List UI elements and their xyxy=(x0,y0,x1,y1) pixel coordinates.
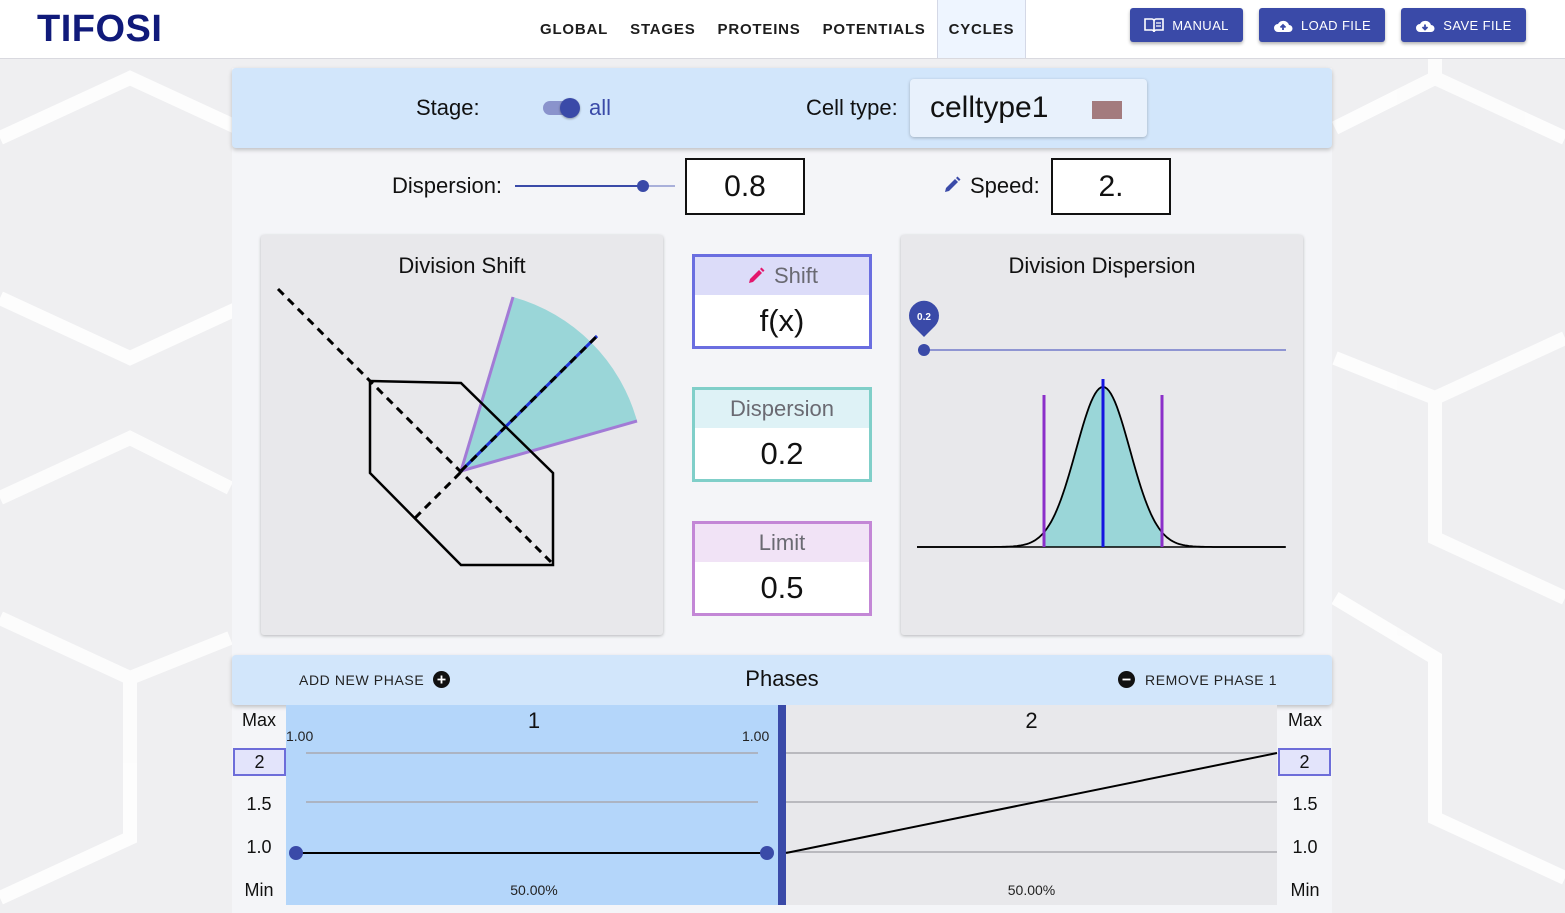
axis-tick-right-1: 1.5 xyxy=(1292,794,1318,814)
manual-button[interactable]: MANUAL xyxy=(1130,8,1243,42)
phase-1-percent: 50.00% xyxy=(510,882,558,898)
dispersion-slider-thumb[interactable] xyxy=(918,344,930,356)
cycles-panel: Stage: all Cell type: celltype1 Dispersi… xyxy=(232,68,1332,913)
pencil-icon[interactable] xyxy=(746,266,766,286)
phases-bar: ADD NEW PHASE Phases REMOVE PHASE 1 xyxy=(232,655,1332,705)
axis-top-value-left[interactable]: 2 xyxy=(233,748,286,776)
axis-tick-left-2: 1.0 xyxy=(246,837,272,857)
save-file-button[interactable]: SAVE FILE xyxy=(1401,8,1526,42)
shift-label: Shift xyxy=(773,263,819,288)
phase-1-start-handle[interactable] xyxy=(289,846,303,860)
celltype-color-swatch[interactable] xyxy=(1092,101,1122,119)
division-axis-line xyxy=(276,287,555,566)
division-dispersion-title: Division Dispersion xyxy=(1008,253,1196,278)
stage-label: Stage: xyxy=(416,95,480,120)
add-phase-label: ADD NEW PHASE xyxy=(299,671,425,688)
shift-value[interactable]: f(x) xyxy=(759,302,805,338)
tab-global[interactable]: GLOBAL xyxy=(540,20,609,38)
cloud-upload-icon xyxy=(1273,20,1293,32)
phase-2-speed-line xyxy=(785,752,1278,854)
top-bar: TIFOSI GLOBAL STAGES PROTEINS POTENTIALS… xyxy=(0,0,1565,59)
plus-circle-icon xyxy=(433,671,451,688)
axis-tick-right-2: 1.0 xyxy=(1292,837,1318,857)
phase-2-region[interactable] xyxy=(786,705,1277,905)
speed-value-box[interactable]: 2. xyxy=(1051,158,1171,215)
shift-box[interactable]: Shift f(x) xyxy=(692,254,872,349)
speed-label: Speed: xyxy=(970,173,1040,198)
phase-2-number: 2 xyxy=(1025,708,1038,733)
celltype-label: Cell type: xyxy=(806,95,898,120)
dispersion-slider-thumb[interactable] xyxy=(637,180,649,192)
dispersion-head: Dispersion xyxy=(695,390,869,428)
tab-potentials[interactable]: POTENTIALS xyxy=(822,20,926,38)
load-file-label: LOAD FILE xyxy=(1300,17,1372,33)
stage-value: all xyxy=(589,95,612,120)
axis-top-value-right[interactable]: 2 xyxy=(1278,748,1331,776)
dispersion-value-box[interactable]: 0.8 xyxy=(685,158,805,215)
pencil-icon[interactable] xyxy=(942,175,962,195)
tab-stages[interactable]: STAGES xyxy=(630,20,696,38)
phase-1-number: 1 xyxy=(527,708,541,733)
division-dispersion-card: Division Dispersion 0.2 xyxy=(901,235,1303,635)
hexagon-background xyxy=(0,58,1565,905)
phase-1-region[interactable] xyxy=(286,705,782,905)
limit-value[interactable]: 0.5 xyxy=(760,569,804,605)
axis-min-right: Min xyxy=(1290,880,1320,900)
phase-1-end-handle[interactable] xyxy=(760,846,774,860)
dispersion-box[interactable]: Dispersion 0.2 xyxy=(692,387,872,482)
main-nav: GLOBAL STAGES PROTEINS POTENTIALS CYCLES xyxy=(529,0,1027,58)
phase-2-percent: 50.00% xyxy=(1007,882,1056,898)
cloud-download-icon xyxy=(1416,20,1435,32)
minus-circle-icon xyxy=(1118,671,1135,688)
phase-1-end-label: 1.00 xyxy=(742,728,770,744)
limit-box[interactable]: Limit 0.5 xyxy=(692,521,872,616)
slider-value-pin xyxy=(909,300,939,337)
stage-toggle[interactable] xyxy=(560,98,580,118)
limit-head: Limit xyxy=(695,524,869,562)
remove-phase-button[interactable]: REMOVE PHASE 1 xyxy=(1118,671,1277,688)
dispersion-param-value[interactable]: 0.2 xyxy=(760,435,804,471)
cell-hexagon xyxy=(368,379,555,567)
division-shift-title: Division Shift xyxy=(398,253,526,278)
division-shift-card: Division Shift xyxy=(261,235,663,635)
division-dispersion-plot: 0.2 xyxy=(909,300,1286,548)
manual-label: MANUAL xyxy=(1172,17,1229,33)
dispersion-label: Dispersion: xyxy=(392,173,503,198)
axis-tick-left-1: 1.5 xyxy=(246,794,272,814)
celltype-name: celltype1 xyxy=(930,91,1049,124)
division-plane-line xyxy=(413,470,463,520)
shift-head: Shift xyxy=(695,257,869,295)
tab-cycles[interactable]: CYCLES xyxy=(936,0,1027,58)
axis-min-left: Min xyxy=(244,880,274,900)
save-file-label: SAVE FILE xyxy=(1443,17,1512,33)
celltype-selector[interactable]: celltype1 xyxy=(910,79,1147,137)
stage-bar: Stage: all Cell type: celltype1 xyxy=(232,68,1332,148)
shift-limit-line-lower xyxy=(460,419,638,473)
shift-limit-line-upper xyxy=(459,296,515,472)
load-file-button[interactable]: LOAD FILE xyxy=(1259,8,1385,42)
app-logo: TIFOSI xyxy=(37,8,163,50)
book-icon xyxy=(1144,18,1165,33)
phase-1-start-label: 1.00 xyxy=(286,728,314,744)
dispersion-value-slider[interactable]: 0.2 xyxy=(909,300,1286,356)
tab-proteins[interactable]: PROTEINS xyxy=(717,20,801,38)
phase-speed-plot xyxy=(289,752,1278,860)
axis-max-right: Max xyxy=(1287,710,1322,730)
phase-divider-handle[interactable] xyxy=(778,705,786,905)
add-phase-button[interactable]: ADD NEW PHASE xyxy=(299,671,451,688)
dispersion-slider[interactable] xyxy=(515,176,675,196)
axis-max-left: Max xyxy=(241,710,276,730)
remove-phase-label: REMOVE PHASE 1 xyxy=(1145,671,1278,688)
slider-value-label: 0.2 xyxy=(917,312,931,323)
division-shift-diagram xyxy=(276,287,638,567)
